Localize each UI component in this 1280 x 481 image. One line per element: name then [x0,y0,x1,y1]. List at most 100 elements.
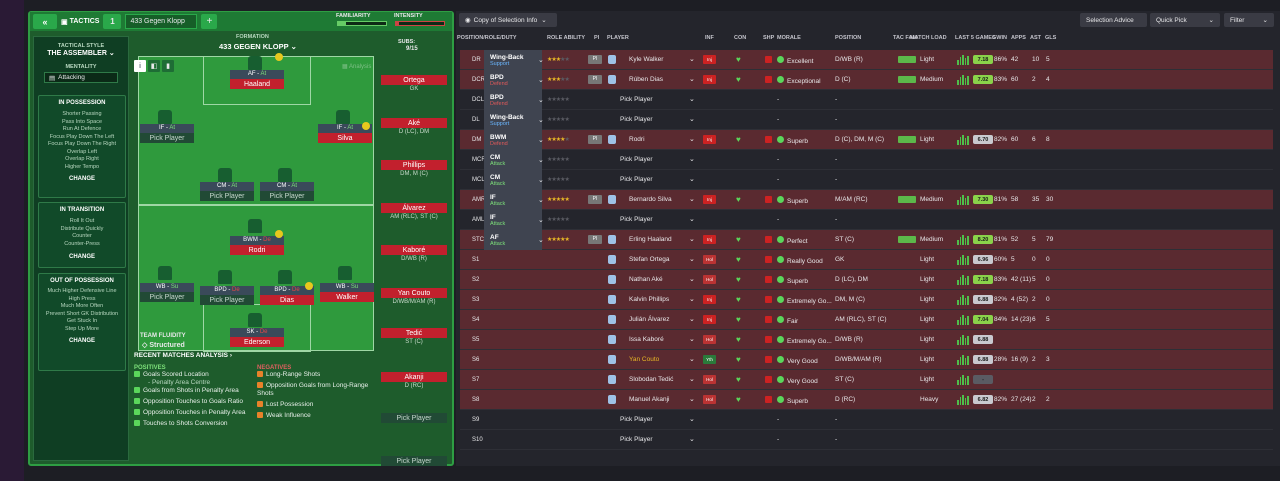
tactic-name-dropdown[interactable]: 433 Gegen Klopp [125,14,198,29]
player-name[interactable]: Pick Player [620,156,653,163]
pitch-player-bpd-right[interactable]: BPD - De Dias [260,286,314,305]
role-duty-dropdown[interactable]: Wing-Back Support [484,110,542,130]
role-duty-dropdown[interactable]: CM Attack [484,170,542,190]
info-badge[interactable]: Inj [703,315,716,324]
col-match-load[interactable]: MATCH LOAD [910,35,947,41]
table-row[interactable]: DCL [460,90,1273,110]
chevron-down-icon[interactable]: ⌄ [689,136,695,143]
info-badge[interactable]: Inj [703,75,716,84]
pitch-player-wb-right[interactable]: WB - Su Walker [320,283,374,302]
in-transition-change-button[interactable]: CHANGE [68,254,95,260]
table-row[interactable]: S7 [460,370,1273,390]
table-row[interactable]: S4 [460,310,1273,330]
pi-badge[interactable]: PI [588,195,602,204]
chevron-down-icon[interactable]: ⌄ [689,436,695,443]
player-name[interactable]: Bernardo Silva [629,196,672,203]
chevron-down-icon[interactable]: ⌄ [689,116,695,123]
player-name[interactable]: Kalvin Phillips [629,296,670,303]
col-con[interactable]: CON [734,35,747,41]
role-duty-dropdown[interactable]: Wing-Back Support [484,50,542,70]
chevron-down-icon[interactable]: ⌄ [689,196,695,203]
pitch-player-if-left[interactable]: IF - At Pick Player [140,124,194,143]
pi-badge[interactable]: PI [588,55,602,64]
copy-selection-dropdown[interactable]: ◉ Copy of Selection Info ⌄ [459,13,557,27]
pi-badge[interactable]: PI [588,135,602,144]
in-possession-change-button[interactable]: CHANGE [68,176,95,182]
info-badge[interactable]: Inj [703,235,716,244]
selection-advice-button[interactable]: Selection Advice [1080,13,1147,27]
col-position-role[interactable]: POSITION/ROLE/DUTY [457,35,517,41]
col-position[interactable]: POSITION [835,35,862,41]
table-row[interactable]: S6 [460,350,1273,370]
chevron-down-icon[interactable]: ⌄ [689,216,695,223]
player-name[interactable]: Pick Player [620,116,653,123]
col-gwin[interactable]: GWIN [992,35,1007,41]
info-badge[interactable]: Inj [703,295,716,304]
col-tac-fam[interactable]: TAC FAM [893,35,918,41]
table-row[interactable]: S10 [460,430,1273,450]
col-apps[interactable]: APPS [1011,35,1026,41]
player-name[interactable]: Issa Kaboré [629,336,664,343]
formation-name-dropdown[interactable]: 433 GEGEN KLOPP ⌄ [219,42,297,51]
table-row[interactable]: AMR [460,190,1273,210]
role-duty-dropdown[interactable]: IF Attack [484,210,542,230]
pitch-player-cm-left[interactable]: CM - At Pick Player [200,182,254,201]
info-badge[interactable]: Hol [703,255,716,264]
pitch-player-wb-left[interactable]: WB - Su Pick Player [140,283,194,302]
table-row[interactable]: DL [460,110,1273,130]
player-name[interactable]: Stefan Ortega [629,256,670,263]
table-row[interactable]: DR [460,50,1273,70]
back-button[interactable]: « [33,14,57,29]
mentality-dropdown[interactable]: ▤ Attacking [44,72,118,83]
player-name[interactable]: Pick Player [620,436,653,443]
table-row[interactable]: STC [460,230,1273,250]
chevron-down-icon[interactable]: ⌄ [689,56,695,63]
chevron-down-icon[interactable]: ⌄ [689,96,695,103]
player-name[interactable]: Rúben Dias [629,76,663,83]
chevron-down-icon[interactable]: ⌄ [689,376,695,383]
table-row[interactable]: S2 [460,270,1273,290]
role-duty-dropdown[interactable]: CM Attack [484,150,542,170]
chevron-down-icon[interactable]: ⌄ [689,416,695,423]
tactic-slot-1[interactable]: 1 [103,14,122,29]
pitch-player-sk[interactable]: SK - De Ederson [230,328,284,347]
sub-card[interactable]: Ortega GK [381,75,447,92]
sub-card[interactable]: Phillips DM, M (C) [381,160,447,177]
role-duty-dropdown[interactable]: BPD Defend [484,70,542,90]
col-player[interactable]: PLAYER [607,35,629,41]
sub-card[interactable]: Pick Player [381,413,447,424]
info-badge[interactable]: Hol [703,375,716,384]
sub-card[interactable]: Kaboré D/WB (R) [381,245,447,262]
player-name[interactable]: Julián Álvarez [629,316,670,323]
role-duty-dropdown[interactable]: BWM Defend [484,130,542,150]
col-last5[interactable]: LAST 5 GAMES [955,35,996,41]
chevron-down-icon[interactable]: ⌄ [689,176,695,183]
sub-card[interactable]: Yan Couto D/WB/M/AM (R) [381,288,447,305]
col-gls[interactable]: GLS [1045,35,1057,41]
info-badge[interactable]: Inj [703,135,716,144]
player-name[interactable]: Rodri [629,136,645,143]
table-row[interactable]: MCL [460,170,1273,190]
role-duty-dropdown[interactable]: AF Attack [484,230,542,250]
chevron-down-icon[interactable]: ⌄ [689,396,695,403]
table-row[interactable]: S9 [460,410,1273,430]
sub-card[interactable]: Pick Player [381,456,447,466]
col-pi[interactable]: PI [594,35,600,41]
bar-chart-icon[interactable]: ▮ [162,60,174,72]
role-duty-dropdown[interactable]: IF Attack [484,190,542,210]
shirt-icon[interactable]: ◧ [148,60,160,72]
chevron-down-icon[interactable]: ⌄ [689,356,695,363]
add-tactic-button[interactable]: + [201,14,218,29]
col-ast[interactable]: AST [1030,35,1041,41]
info-icon[interactable]: i [134,60,146,72]
role-duty-dropdown[interactable]: BPD Defend [484,90,542,110]
pitch-player-af[interactable]: AF - At Haaland [230,70,284,89]
col-ship[interactable]: SHP [763,35,775,41]
recent-analysis-title[interactable]: RECENT MATCHES ANALYSIS › [134,352,233,359]
info-badge[interactable]: Inj [703,195,716,204]
player-name[interactable]: Nathan Aké [629,276,663,283]
info-badge[interactable]: Inj [703,55,716,64]
col-role-ability[interactable]: ROLE ABILITY [547,35,585,41]
pitch-player-cm-right[interactable]: CM - At Pick Player [260,182,314,201]
player-name[interactable]: Slobodan Tedić [629,376,674,383]
